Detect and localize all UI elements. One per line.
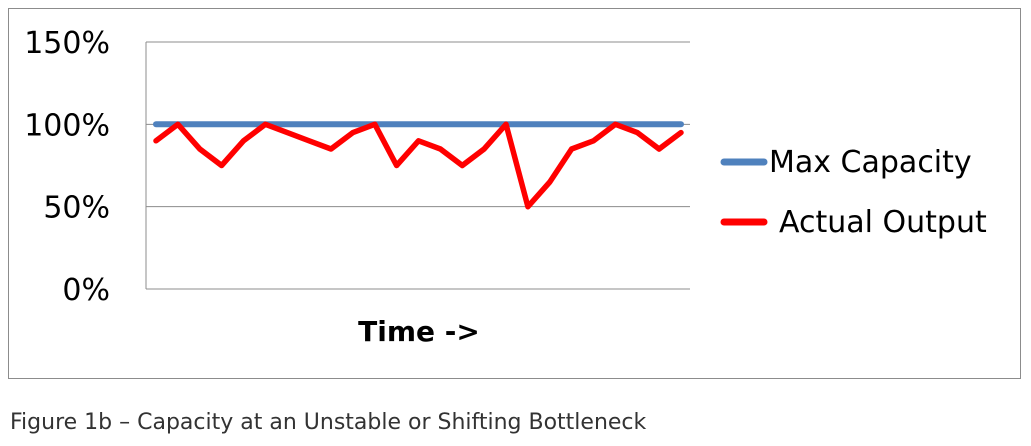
- legend-entry-actual-output: Actual Output: [720, 205, 987, 240]
- chart-frame: 0% 50% 100% 150% Time -> Max Capacity Actual…: [8, 8, 1021, 379]
- y-tick-label: 150%: [24, 26, 110, 61]
- legend-label: Actual Output: [779, 205, 987, 240]
- y-tick-label: 0%: [62, 273, 110, 308]
- legend: Max Capacity Actual Output: [720, 145, 987, 240]
- legend-label: Max Capacity: [769, 145, 972, 180]
- y-tick-label: 100%: [24, 108, 110, 143]
- series-line-actual-output: [153, 121, 684, 210]
- legend-entry-max-capacity: Max Capacity: [720, 145, 972, 180]
- x-axis-title: Time ->: [358, 315, 480, 348]
- line-chart: 0% 50% 100% 150% Time -> Max Capacity Actual…: [24, 26, 987, 348]
- y-tick-label: 50%: [43, 191, 110, 226]
- figure-caption: Figure 1b – Capacity at an Unstable or S…: [10, 410, 647, 435]
- series-lines: [153, 121, 684, 210]
- y-axis-tick-labels: 0% 50% 100% 150%: [24, 26, 110, 308]
- gridlines: [145, 41, 690, 290]
